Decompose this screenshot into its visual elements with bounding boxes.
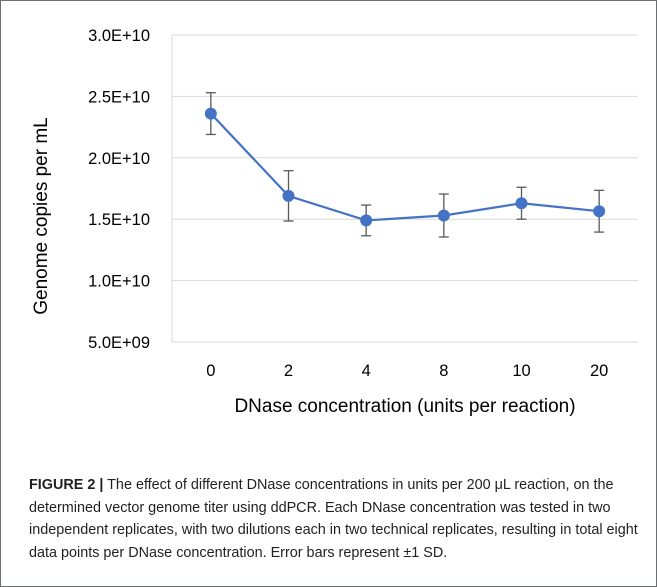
x-tick-label: 0	[206, 362, 215, 380]
chart: 5.0E+09 1.0E+10 1.5E+10 2.0E+10 2.5E+10 3.0E+…	[31, 27, 638, 417]
figure-caption: FIGURE 2 | The effect of different DNase…	[29, 474, 639, 564]
y-tick-label: 2.0E+10	[88, 150, 150, 168]
caption-text: The effect of different DNase concentrat…	[29, 477, 638, 561]
y-tick-label: 5.0E+09	[88, 334, 150, 352]
gridlines	[172, 34, 638, 343]
x-tick-label: 20	[590, 362, 608, 380]
x-tick-label: 2	[284, 362, 293, 380]
error-bars	[205, 92, 605, 238]
data-point	[204, 107, 217, 120]
y-tick-label: 3.0E+10	[88, 27, 150, 45]
data-point	[593, 205, 606, 218]
y-axis-ticks: 5.0E+09 1.0E+10 1.5E+10 2.0E+10 2.5E+10 3.0E+…	[88, 27, 150, 352]
x-axis-label: DNase concentration (units per reaction)	[234, 396, 575, 417]
x-axis-ticks: 0 2 4 8 10 20	[206, 362, 608, 380]
caption-label: FIGURE 2 |	[29, 477, 104, 493]
data-point	[282, 189, 295, 202]
data-point	[437, 209, 450, 222]
data-point	[360, 214, 373, 227]
data-point	[515, 197, 528, 210]
y-axis-label: Genome copies per mL	[31, 117, 52, 315]
data-points	[204, 107, 606, 227]
x-tick-label: 10	[512, 362, 530, 380]
x-tick-label: 4	[362, 362, 371, 380]
y-tick-label: 1.5E+10	[88, 211, 150, 229]
y-tick-label: 1.0E+10	[88, 273, 150, 291]
y-tick-label: 2.5E+10	[88, 88, 150, 106]
series-line	[210, 112, 600, 222]
x-tick-label: 8	[439, 362, 448, 380]
